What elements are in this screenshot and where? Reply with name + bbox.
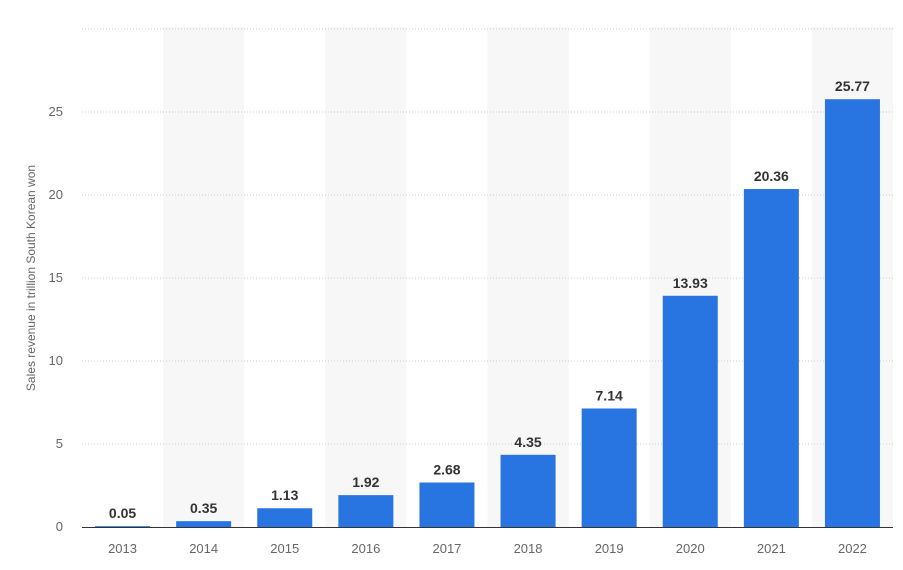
bar: [581, 408, 637, 527]
bar: [662, 295, 718, 527]
bar: [95, 526, 151, 527]
background-band: [487, 27, 569, 527]
background-band: [325, 27, 407, 527]
y-tick-label: 20: [49, 187, 63, 202]
x-tick-label: 2017: [432, 541, 461, 556]
data-label: 7.14: [596, 387, 623, 403]
bar: [419, 482, 475, 527]
y-tick-label: 25: [49, 104, 63, 119]
y-tick-label: 0: [56, 519, 63, 534]
bar: [338, 495, 394, 527]
data-label: 20.36: [754, 168, 789, 184]
x-tick-label: 2014: [189, 541, 218, 556]
data-label: 1.92: [352, 474, 379, 490]
bar: [743, 189, 799, 528]
x-tick-label: 2021: [757, 541, 786, 556]
data-label: 4.35: [514, 434, 541, 450]
bar: [176, 521, 232, 527]
data-label: 1.13: [271, 487, 298, 503]
x-tick-label: 2016: [351, 541, 380, 556]
data-label: 13.93: [673, 275, 708, 291]
x-tick-label: 2015: [270, 541, 299, 556]
data-label: 2.68: [433, 462, 460, 478]
x-tick-label: 2020: [676, 541, 705, 556]
y-tick-label: 10: [49, 353, 63, 368]
data-label: 0.35: [190, 500, 217, 516]
bar: [824, 99, 880, 527]
y-tick-label: 5: [56, 436, 63, 451]
x-tick-label: 2018: [514, 541, 543, 556]
x-tick-label: 2019: [595, 541, 624, 556]
bar: [500, 454, 556, 527]
bar: [257, 508, 313, 527]
x-tick-label: 2022: [838, 541, 867, 556]
x-tick-label: 2013: [108, 541, 137, 556]
background-band: [163, 27, 245, 527]
data-label: 25.77: [835, 78, 870, 94]
y-tick-label: 15: [49, 270, 63, 285]
data-label: 0.05: [109, 505, 136, 521]
y-axis-title: Sales revenue in trillion South Korean w…: [24, 164, 38, 392]
